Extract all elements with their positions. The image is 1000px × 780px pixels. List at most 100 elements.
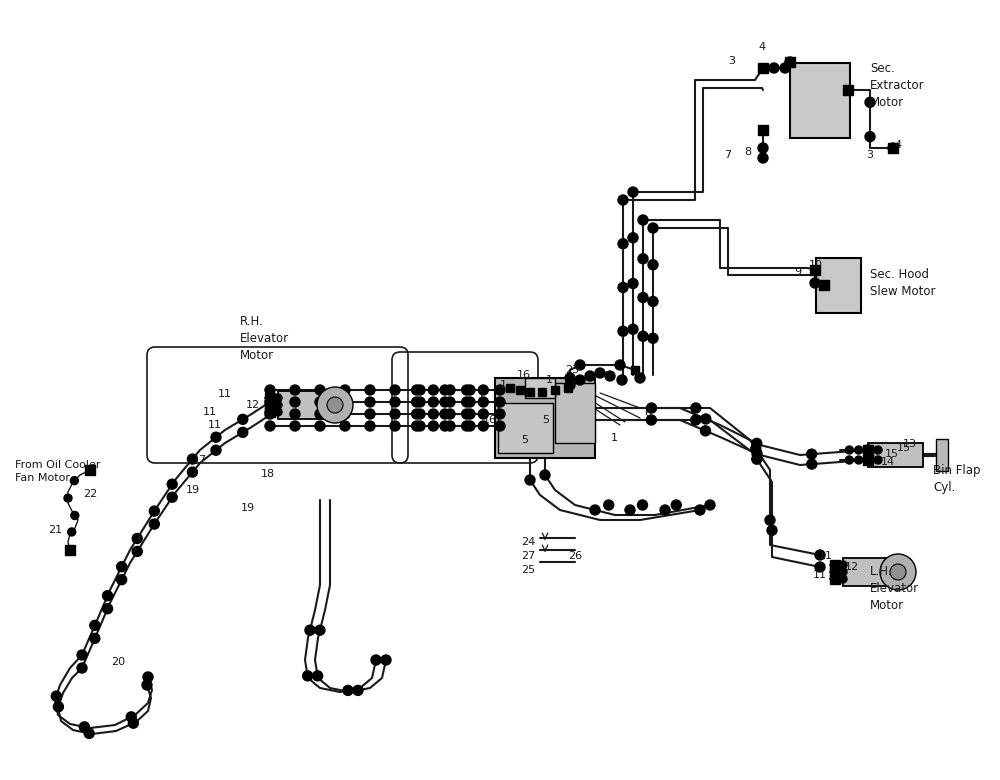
Text: 15: 15 [897, 443, 911, 453]
Circle shape [315, 397, 325, 407]
Polygon shape [85, 465, 95, 475]
Bar [816, 257, 860, 313]
Circle shape [390, 409, 400, 419]
Circle shape [648, 333, 658, 343]
Text: 8: 8 [744, 147, 752, 157]
Polygon shape [265, 407, 275, 417]
Circle shape [274, 394, 282, 402]
Circle shape [618, 195, 628, 205]
Circle shape [428, 409, 438, 419]
Circle shape [211, 432, 221, 442]
Circle shape [84, 729, 94, 739]
Circle shape [412, 409, 422, 419]
Circle shape [365, 409, 375, 419]
Polygon shape [830, 574, 840, 584]
Polygon shape [819, 280, 829, 290]
Circle shape [462, 409, 472, 419]
Circle shape [705, 500, 715, 510]
Circle shape [495, 397, 505, 407]
Circle shape [807, 449, 817, 459]
Text: 22: 22 [83, 489, 97, 499]
Circle shape [290, 385, 300, 395]
Circle shape [815, 550, 825, 560]
Circle shape [691, 403, 701, 413]
Circle shape [478, 385, 488, 395]
Circle shape [211, 445, 221, 456]
Circle shape [68, 528, 76, 536]
Circle shape [290, 397, 300, 407]
Text: 18: 18 [261, 469, 275, 479]
Circle shape [604, 500, 614, 510]
Circle shape [660, 505, 670, 515]
Circle shape [132, 534, 142, 544]
Circle shape [874, 456, 882, 464]
Text: 5: 5 [522, 435, 528, 445]
Text: 6: 6 [644, 408, 652, 418]
Polygon shape [506, 384, 514, 392]
Circle shape [415, 385, 425, 395]
Circle shape [428, 385, 438, 395]
Bar [525, 378, 555, 398]
Text: 15: 15 [885, 449, 899, 459]
Circle shape [646, 415, 656, 425]
Circle shape [478, 397, 488, 407]
Circle shape [440, 397, 450, 407]
Circle shape [855, 446, 863, 454]
Circle shape [465, 421, 475, 431]
Text: 12: 12 [845, 562, 859, 572]
Circle shape [565, 380, 575, 390]
Text: 2: 2 [604, 371, 612, 381]
Circle shape [265, 385, 275, 395]
Polygon shape [785, 57, 795, 67]
Circle shape [880, 554, 916, 590]
Circle shape [365, 385, 375, 395]
Circle shape [495, 409, 505, 419]
Circle shape [274, 401, 282, 409]
Circle shape [238, 427, 248, 438]
Polygon shape [516, 386, 524, 394]
Circle shape [767, 525, 777, 535]
Circle shape [305, 626, 315, 635]
Bar [555, 383, 595, 443]
Circle shape [274, 408, 282, 416]
Circle shape [638, 332, 648, 342]
Circle shape [390, 397, 400, 407]
Circle shape [167, 479, 177, 489]
Circle shape [149, 519, 159, 529]
Text: 1: 1 [478, 390, 484, 400]
Circle shape [638, 500, 648, 510]
Circle shape [412, 385, 422, 395]
Text: 23: 23 [565, 365, 579, 375]
Circle shape [265, 397, 275, 407]
Text: 16: 16 [483, 415, 497, 425]
Circle shape [618, 326, 628, 336]
Text: 13: 13 [903, 439, 917, 449]
Circle shape [751, 444, 761, 454]
Circle shape [845, 456, 853, 464]
Circle shape [340, 385, 350, 395]
Circle shape [71, 512, 79, 519]
Circle shape [77, 650, 87, 660]
Text: Sec. Hood
Slew Motor: Sec. Hood Slew Motor [870, 268, 936, 298]
Circle shape [864, 456, 872, 464]
Circle shape [445, 421, 455, 431]
Bar [498, 403, 552, 453]
Circle shape [290, 409, 300, 419]
Circle shape [70, 477, 78, 484]
Circle shape [327, 397, 343, 413]
Polygon shape [564, 384, 572, 392]
Circle shape [525, 475, 535, 485]
Circle shape [77, 663, 87, 673]
Circle shape [839, 561, 847, 569]
Circle shape [445, 385, 455, 395]
Circle shape [618, 282, 628, 292]
Circle shape [103, 604, 113, 614]
Circle shape [412, 397, 422, 407]
Circle shape [390, 421, 400, 431]
Circle shape [428, 397, 438, 407]
Circle shape [415, 409, 425, 419]
Circle shape [863, 455, 873, 465]
Circle shape [187, 454, 197, 464]
Circle shape [758, 153, 768, 163]
Circle shape [865, 132, 875, 142]
